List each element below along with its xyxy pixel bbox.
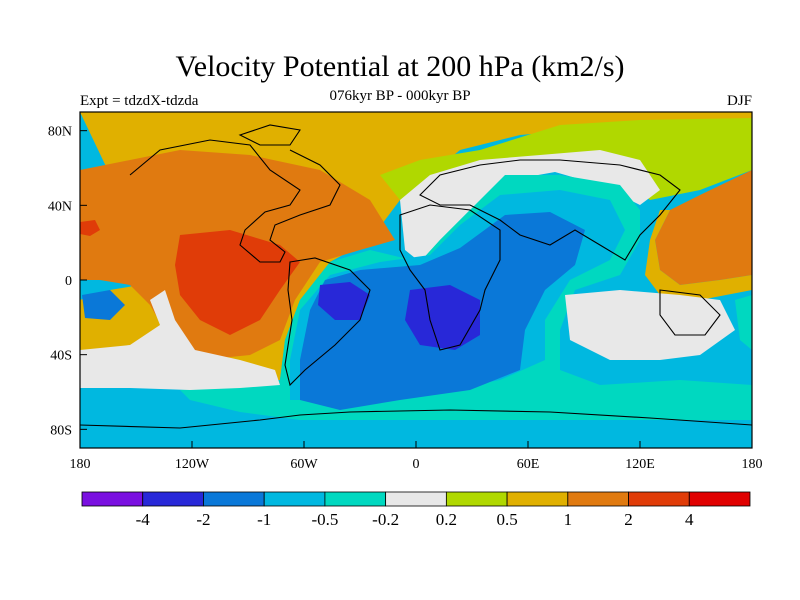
lon-axis: 180 120W 60W 0 60E 120E 180: [70, 441, 763, 472]
colorbar-swatch: [628, 491, 690, 507]
lat-tick-label: 40N: [48, 199, 72, 214]
contour-band-neg-2-4-b: [405, 285, 480, 350]
lat-axis: 80N 40N 0 40S 80S: [48, 125, 87, 438]
colorbar-swatch: [385, 491, 447, 507]
contour-band-neg-2-4-a: [318, 282, 370, 320]
chart-title: Velocity Potential at 200 hPa (km2/s): [175, 50, 625, 83]
contour-band-neutral-south-west: [80, 290, 280, 390]
lat-tick-label: 0: [65, 274, 72, 289]
experiment-label: Expt = tdzdX-tdzda: [80, 93, 199, 109]
colorbar-label: 4: [685, 510, 694, 529]
contour-band-neg-small-west: [82, 290, 125, 320]
colorbar-swatch: [142, 491, 204, 507]
colorbar-swatch: [445, 491, 508, 507]
colorbar-swatch: [81, 491, 144, 507]
colorbar-label: 0.2: [436, 510, 457, 529]
lon-tick-label: 180: [742, 457, 763, 472]
contour-band-2-4: [175, 230, 300, 335]
contour-band-neutral-north: [400, 150, 660, 262]
lon-tick-label: 120W: [175, 457, 210, 472]
lat-tick-label: 80N: [48, 125, 72, 140]
lat-tick-label: 40S: [50, 349, 72, 364]
lon-tick-label: 60E: [517, 457, 540, 472]
colorbar-label: -0.2: [372, 510, 399, 529]
colorbar-swatch: [688, 491, 751, 507]
colorbar-label: -4: [136, 510, 151, 529]
colorbar-swatch: [506, 491, 569, 507]
contour-band-neutral-south-east: [565, 290, 735, 360]
contour-band-2-4-small: [80, 220, 100, 236]
colorbar-swatch: [567, 491, 629, 507]
lon-tick-label: 60W: [290, 457, 318, 472]
colorbar-label: -0.5: [311, 510, 338, 529]
colorbar-label: 0.5: [496, 510, 517, 529]
contour-band-neg-small-east: [735, 295, 752, 350]
coastlines: [80, 124, 752, 429]
colorbar-swatch: [203, 491, 265, 507]
lon-tick-label: 180: [70, 457, 91, 472]
colorbar-swatch: [324, 491, 387, 507]
lon-tick-label: 0: [413, 457, 420, 472]
colorbar: -4 -2 -1 -0.5 -0.2 0.2 0.5 1 2 4: [81, 491, 751, 529]
contour-band-1-2-east: [655, 170, 752, 285]
lon-tick-label: 120E: [625, 457, 655, 472]
season-label: DJF: [726, 93, 752, 109]
lat-tick-label: 80S: [50, 423, 72, 438]
colorbar-swatch: [263, 491, 326, 507]
colorbar-label: 1: [564, 510, 573, 529]
contour-field: [80, 112, 752, 448]
colorbar-label: -1: [257, 510, 271, 529]
contour-band-0.5-1-east: [645, 210, 752, 300]
colorbar-label: 2: [624, 510, 633, 529]
colorbar-label: -2: [196, 510, 210, 529]
period-label: 076kyr BP - 000kyr BP: [329, 88, 471, 104]
